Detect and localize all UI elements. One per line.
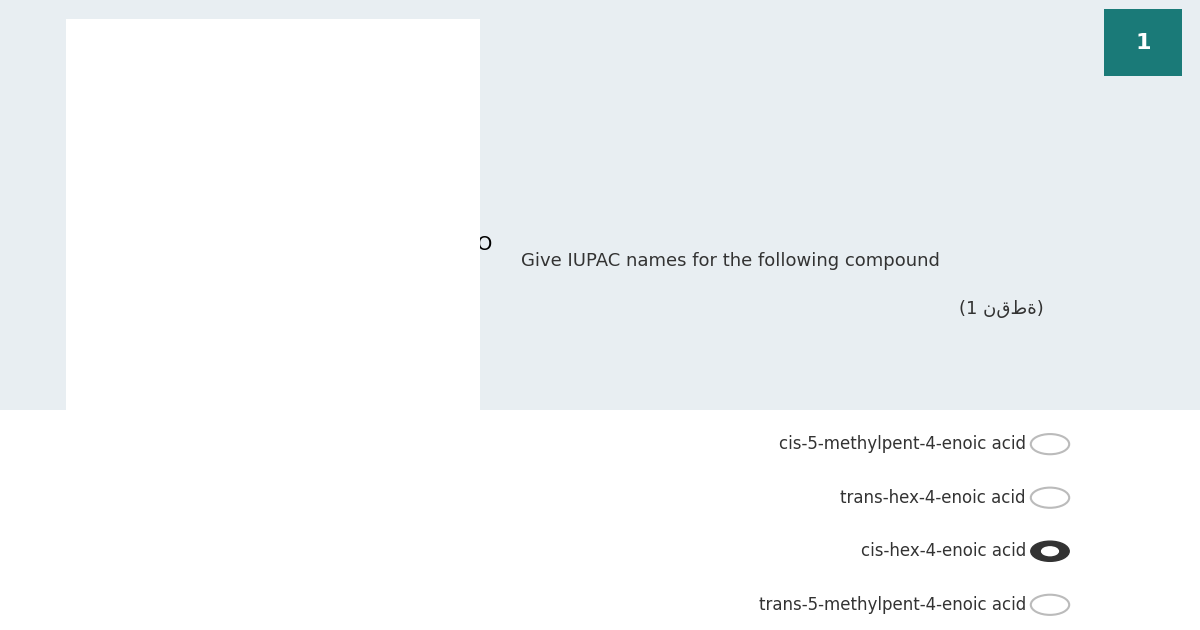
Text: Give IUPAC names for the following compound: Give IUPAC names for the following compo… xyxy=(498,253,940,270)
Text: HO: HO xyxy=(361,66,391,85)
Text: trans-5-methylpent-4-enoic acid: trans-5-methylpent-4-enoic acid xyxy=(758,596,1026,614)
Text: 1: 1 xyxy=(1135,33,1151,53)
Text: O: O xyxy=(476,235,492,254)
Text: H: H xyxy=(121,118,136,137)
Text: H: H xyxy=(245,148,259,168)
Text: trans-hex-4-enoic acid: trans-hex-4-enoic acid xyxy=(840,489,1026,507)
Text: (1 نقطة): (1 نقطة) xyxy=(959,300,1044,318)
Text: cis-hex-4-enoic acid: cis-hex-4-enoic acid xyxy=(860,542,1026,560)
Text: cis-5-methylpent-4-enoic acid: cis-5-methylpent-4-enoic acid xyxy=(779,435,1026,453)
